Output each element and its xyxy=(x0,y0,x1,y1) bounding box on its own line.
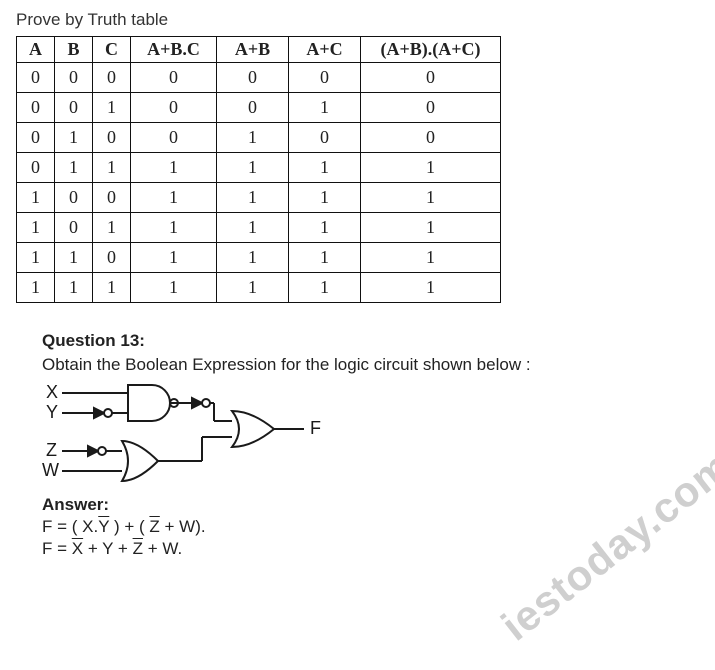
cell: 1 xyxy=(93,273,131,303)
cell: 1 xyxy=(361,183,501,213)
cell: 1 xyxy=(217,273,289,303)
ans1-ybar: Y xyxy=(98,517,109,536)
ans2-zbar: Z xyxy=(133,539,143,558)
table-row: 0 1 1 1 1 1 1 xyxy=(17,153,501,183)
cell: 0 xyxy=(55,213,93,243)
truth-table: A B C A+B.C A+B A+C (A+B).(A+C) 0 0 0 0 … xyxy=(16,36,501,303)
cell: 0 xyxy=(17,153,55,183)
cell: 1 xyxy=(131,243,217,273)
cell: 1 xyxy=(217,153,289,183)
cell: 1 xyxy=(131,213,217,243)
ans2-seg: F = xyxy=(42,539,72,558)
cell: 0 xyxy=(55,93,93,123)
answer-line-2: F = X + Y + Z + W. xyxy=(42,539,699,559)
ans1-seg: ) + ( xyxy=(109,517,149,536)
cell: 0 xyxy=(361,123,501,153)
col-header: A+B.C xyxy=(131,37,217,63)
cell: 0 xyxy=(93,243,131,273)
cell: 1 xyxy=(289,93,361,123)
cell: 0 xyxy=(93,63,131,93)
cell: 0 xyxy=(361,93,501,123)
cell: 0 xyxy=(93,123,131,153)
cell: 1 xyxy=(55,243,93,273)
cell: 1 xyxy=(217,123,289,153)
prove-title: Prove by Truth table xyxy=(16,10,699,30)
cell: 1 xyxy=(361,273,501,303)
cell: 0 xyxy=(131,123,217,153)
table-row: 0 0 0 0 0 0 0 xyxy=(17,63,501,93)
question-text: Obtain the Boolean Expression for the lo… xyxy=(42,355,699,375)
cell: 1 xyxy=(93,153,131,183)
cell: 0 xyxy=(289,123,361,153)
cell: 1 xyxy=(55,273,93,303)
ans2-seg: + Y + xyxy=(83,539,132,558)
cell: 0 xyxy=(131,93,217,123)
cell: 1 xyxy=(93,93,131,123)
ans1-seg: F = ( X. xyxy=(42,517,98,536)
cell: 1 xyxy=(131,153,217,183)
cell: 1 xyxy=(289,183,361,213)
answer-line-1: F = ( X.Y ) + ( Z + W). xyxy=(42,517,699,537)
cell: 0 xyxy=(289,63,361,93)
cell: 1 xyxy=(55,123,93,153)
table-row: 0 1 0 0 1 0 0 xyxy=(17,123,501,153)
cell: 1 xyxy=(17,243,55,273)
col-header: A+B xyxy=(217,37,289,63)
cell: 1 xyxy=(217,183,289,213)
cell: 0 xyxy=(93,183,131,213)
question-heading: Question 13: xyxy=(42,331,699,351)
cell: 1 xyxy=(217,243,289,273)
cell: 0 xyxy=(217,63,289,93)
cell: 0 xyxy=(17,93,55,123)
table-row: 1 0 0 1 1 1 1 xyxy=(17,183,501,213)
cell: 0 xyxy=(361,63,501,93)
col-header: C xyxy=(93,37,131,63)
col-header: B xyxy=(55,37,93,63)
table-row: 1 1 0 1 1 1 1 xyxy=(17,243,501,273)
cell: 1 xyxy=(217,213,289,243)
circuit-svg: X Y Z W F xyxy=(42,381,342,491)
cell: 1 xyxy=(131,183,217,213)
cell: 1 xyxy=(17,183,55,213)
logic-circuit: X Y Z W F xyxy=(42,381,342,491)
cell: 0 xyxy=(17,63,55,93)
ans1-zbar: Z xyxy=(149,517,159,536)
cell: 1 xyxy=(361,243,501,273)
cell: 1 xyxy=(289,153,361,183)
label-y: Y xyxy=(46,402,58,422)
col-header: (A+B).(A+C) xyxy=(361,37,501,63)
label-x: X xyxy=(46,382,58,402)
ans2-seg: + W. xyxy=(143,539,182,558)
cell: 1 xyxy=(17,213,55,243)
cell: 0 xyxy=(55,183,93,213)
answer-heading: Answer: xyxy=(42,495,699,515)
cell: 1 xyxy=(131,273,217,303)
cell: 1 xyxy=(17,273,55,303)
cell: 0 xyxy=(131,63,217,93)
table-body: 0 0 0 0 0 0 0 0 0 1 0 0 1 0 0 1 0 0 1 0 … xyxy=(17,63,501,303)
cell: 0 xyxy=(17,123,55,153)
cell: 0 xyxy=(55,63,93,93)
cell: 1 xyxy=(289,273,361,303)
cell: 1 xyxy=(93,213,131,243)
label-f: F xyxy=(310,418,321,438)
cell: 1 xyxy=(361,213,501,243)
label-z: Z xyxy=(46,440,57,460)
table-row: 1 0 1 1 1 1 1 xyxy=(17,213,501,243)
table-row: 0 0 1 0 0 1 0 xyxy=(17,93,501,123)
cell: 1 xyxy=(289,243,361,273)
cell: 1 xyxy=(289,213,361,243)
ans1-seg: + W). xyxy=(160,517,206,536)
col-header: A xyxy=(17,37,55,63)
cell: 1 xyxy=(55,153,93,183)
cell: 0 xyxy=(217,93,289,123)
table-header-row: A B C A+B.C A+B A+C (A+B).(A+C) xyxy=(17,37,501,63)
label-w: W xyxy=(42,460,59,480)
table-row: 1 1 1 1 1 1 1 xyxy=(17,273,501,303)
col-header: A+C xyxy=(289,37,361,63)
ans2-xbar: X xyxy=(72,539,83,558)
cell: 1 xyxy=(361,153,501,183)
